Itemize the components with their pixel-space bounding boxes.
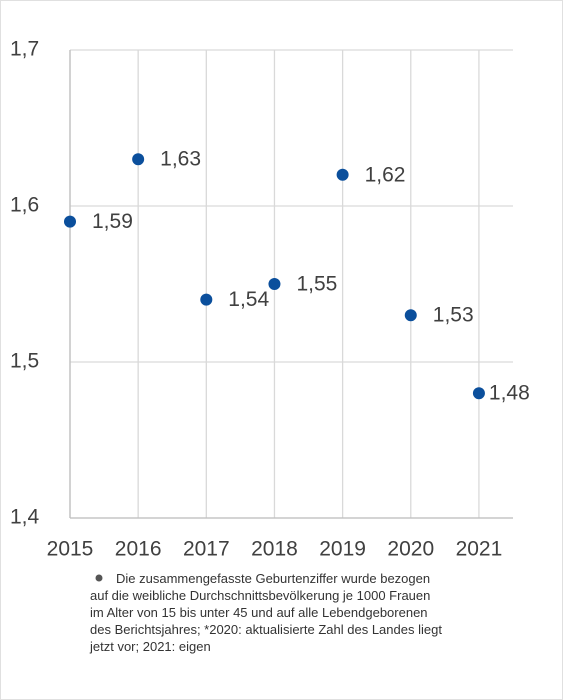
x-tick-label: 2018	[251, 538, 298, 561]
point	[472, 387, 485, 400]
point	[336, 168, 349, 181]
note-bullet	[95, 574, 103, 582]
point	[200, 293, 213, 306]
data-label: 1,55	[296, 273, 337, 296]
x-tick-label: 2017	[183, 538, 230, 561]
footnote: des Berichtsjahres; *2020: aktualisierte…	[90, 622, 442, 637]
data-label: 1,53	[433, 304, 474, 327]
x-tick-label: 2021	[456, 538, 503, 561]
y-tick-label: 1,7	[10, 38, 39, 61]
x-tick-label: 2019	[319, 538, 366, 561]
point	[64, 215, 76, 228]
data-label: 1,48	[489, 382, 530, 405]
point	[132, 153, 145, 166]
data-label: 1,63	[160, 148, 201, 171]
point	[404, 309, 417, 322]
y-tick-label: 1,4	[10, 506, 40, 529]
x-tick-label: 2015	[47, 538, 94, 561]
x-tick-label: 2016	[115, 538, 162, 561]
y-tick-label: 1,6	[10, 194, 39, 217]
y-tick-label: 1,5	[10, 350, 39, 373]
footnote: Die zusammengefasste Geburtenziffer wurd…	[116, 571, 430, 586]
footnote: jetzt vor; 2021: eigen	[89, 639, 211, 654]
data-label: 1,59	[92, 210, 133, 233]
footnote: auf die weibliche Durchschnittsbevölkeru…	[90, 588, 430, 603]
footnote: im Alter von 15 bis unter 45 und auf all…	[90, 605, 428, 620]
x-tick-label: 2020	[387, 538, 434, 561]
data-label: 1,54	[228, 288, 269, 311]
point	[268, 278, 281, 290]
data-label: 1,62	[365, 163, 406, 186]
